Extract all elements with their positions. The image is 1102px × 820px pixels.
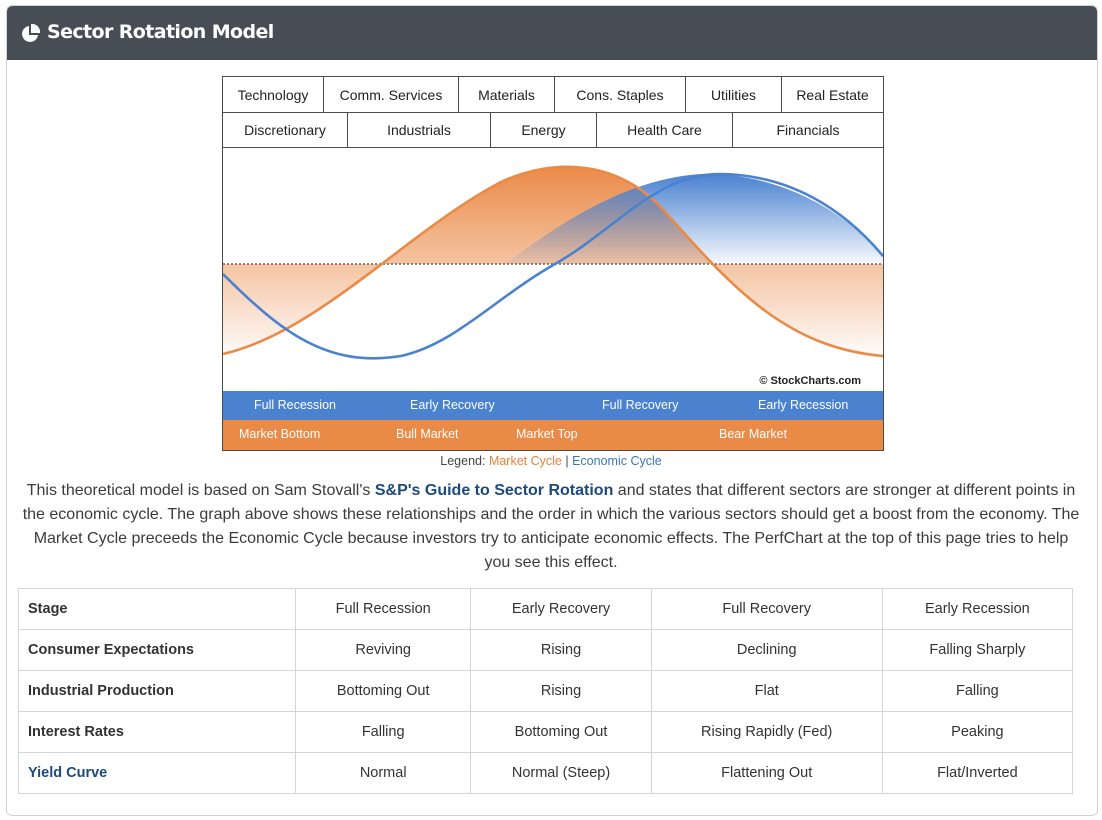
table-cell: Normal (Steep)	[470, 752, 652, 794]
economic-stage-label: Early Recovery	[410, 398, 495, 412]
economic-cycle-fill	[505, 173, 883, 264]
sector-rotation-figure: Technology Comm. Services Materials Cons…	[222, 76, 884, 451]
sector-label: Cons. Staples	[555, 77, 686, 112]
table-cell: Normal	[294, 752, 472, 794]
table-row: Industrial Production Bottoming Out Risi…	[18, 670, 1074, 712]
sector-label: Comm. Services	[324, 77, 459, 112]
row-label-stage: Stage	[18, 588, 296, 630]
market-cycle-band: Market Bottom Bull Market Market Top Bea…	[223, 420, 883, 450]
sector-row-bottom: Discretionary Industrials Energy Health …	[223, 113, 883, 148]
chart-copyright: © StockCharts.com	[759, 375, 861, 387]
table-row: Yield Curve Normal Normal (Steep) Flatte…	[18, 752, 1074, 794]
row-label-interest-rates: Interest Rates	[18, 711, 296, 753]
sector-label: Materials	[459, 77, 555, 112]
table-cell: Peaking	[881, 711, 1074, 753]
table-cell: Early Recession	[881, 588, 1074, 630]
table-cell: Bottoming Out	[294, 670, 472, 712]
table-cell: Rising	[470, 670, 652, 712]
market-stage-label: Bear Market	[719, 427, 788, 441]
cycle-chart	[223, 165, 883, 360]
economic-stage-label: Early Recession	[758, 398, 849, 412]
table-row: Interest Rates Falling Bottoming Out Ris…	[18, 711, 1074, 753]
yield-curve-link[interactable]: Yield Curve	[18, 752, 296, 794]
sector-label: Health Care	[597, 113, 733, 147]
row-label-industrial-production: Industrial Production	[18, 670, 296, 712]
panel-title: Sector Rotation Model	[47, 21, 274, 43]
sector-rotation-guide-link[interactable]: S&P's Guide to Sector Rotation	[374, 482, 614, 499]
cycle-stage-table: Stage Full Recession Early Recovery Full…	[18, 588, 1074, 794]
market-stage-label: Market Top	[516, 427, 578, 441]
legend-separator: |	[565, 454, 569, 468]
table-cell: Full Recovery	[650, 588, 883, 630]
table-cell: Rising Rapidly (Fed)	[650, 711, 883, 753]
table-cell: Early Recovery	[470, 588, 652, 630]
table-cell: Falling Sharply	[881, 629, 1074, 671]
economic-cycle-band: Full Recession Early Recovery Full Recov…	[223, 391, 883, 420]
table-cell: Falling	[294, 711, 472, 753]
table-cell: Flat	[650, 670, 883, 712]
model-description: This theoretical model is based on Sam S…	[20, 479, 1082, 575]
description-text-before: This theoretical model is based on Sam S…	[26, 482, 375, 499]
legend-prefix: Legend:	[440, 454, 486, 468]
table-cell: Flat/Inverted	[881, 752, 1074, 794]
row-label-consumer-expectations: Consumer Expectations	[18, 629, 296, 671]
panel-header: Sector Rotation Model	[7, 6, 1097, 60]
market-cycle-line	[223, 165, 883, 358]
legend-market-cycle: Market Cycle	[488, 454, 562, 468]
economic-cycle-line	[223, 172, 883, 360]
market-stage-label: Market Bottom	[239, 427, 321, 441]
legend-economic-cycle: Economic Cycle	[572, 454, 662, 468]
sector-label: Financials	[776, 122, 840, 138]
sector-label: Industrials	[348, 113, 491, 147]
sector-label: Energy	[491, 113, 597, 147]
economic-stage-label: Full Recovery	[602, 398, 679, 412]
sector-row-top: Technology Comm. Services Materials Cons…	[223, 77, 883, 113]
sector-label: Discretionary	[223, 113, 348, 147]
sector-rotation-panel: Sector Rotation Model Technology Comm. S…	[6, 5, 1098, 816]
table-row: Consumer Expectations Reviving Rising De…	[18, 629, 1074, 671]
table-cell: Flattening Out	[650, 752, 883, 794]
table-cell: Bottoming Out	[470, 711, 652, 753]
table-cell: Reviving	[294, 629, 472, 671]
economic-stage-label: Full Recession	[254, 398, 336, 412]
table-cell: Full Recession	[294, 588, 472, 630]
table-cell: Declining	[650, 629, 883, 671]
pie-chart-icon	[22, 23, 41, 42]
sector-label: Utilities	[686, 77, 782, 112]
sector-label: Technology	[223, 77, 324, 112]
description-text-after: and states that different sectors are st…	[22, 482, 1080, 571]
chart-legend: Legend: Market Cycle | Economic Cycle	[0, 454, 1102, 468]
table-row: Stage Full Recession Early Recovery Full…	[18, 588, 1074, 630]
sector-label: Real Estate	[796, 86, 869, 103]
market-stage-label: Bull Market	[396, 427, 459, 441]
table-cell: Falling	[881, 670, 1074, 712]
table-cell: Rising	[470, 629, 652, 671]
